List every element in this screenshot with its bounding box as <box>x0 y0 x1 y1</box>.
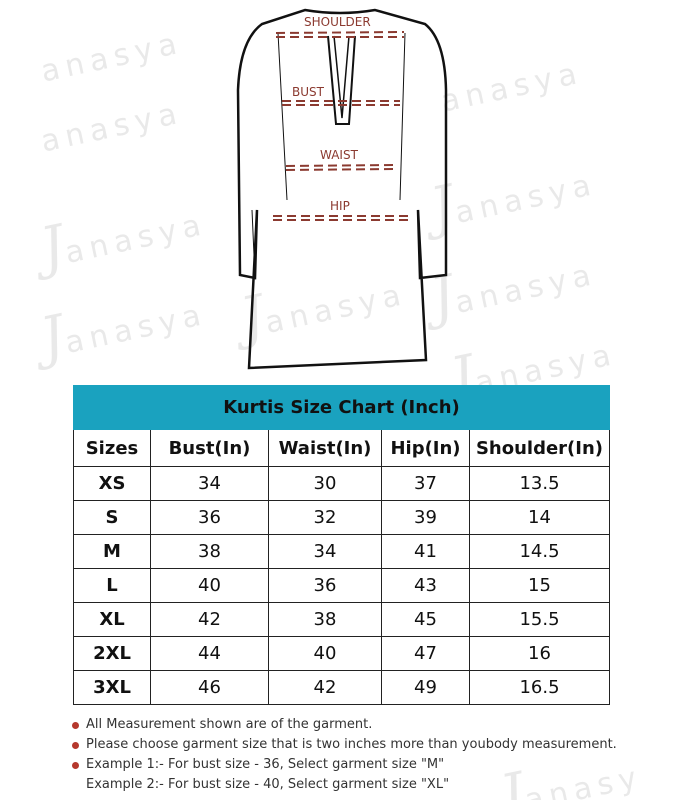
note-item: Please choose garment size that is two i… <box>72 735 617 755</box>
measurement-cell: 36 <box>150 500 269 535</box>
size-cell: M <box>73 534 151 569</box>
notes: All Measurement shown are of the garment… <box>72 715 617 795</box>
measurement-cell: 42 <box>268 670 382 705</box>
note-item: Example 2:- For bust size - 40, Select g… <box>86 777 450 792</box>
table-row: XL 42 38 45 15.5 <box>73 602 610 637</box>
table-row: 3XL 46 42 49 16.5 <box>73 670 610 705</box>
header-hip: Hip(In) <box>381 429 470 467</box>
bullet-icon <box>72 741 79 749</box>
kurta-inner-lines <box>251 32 421 279</box>
bust-label: BUST <box>292 85 325 99</box>
measurement-cell: 34 <box>268 534 382 569</box>
table-title: Kurtis Size Chart (Inch) <box>73 385 610 430</box>
header-waist: Waist(In) <box>268 429 382 467</box>
table-row: L 40 36 43 15 <box>73 568 610 603</box>
kurta-outline <box>236 8 448 370</box>
measurement-cell: 38 <box>268 602 382 637</box>
measurement-cell: 32 <box>268 500 382 535</box>
header-sizes: Sizes <box>73 429 151 467</box>
measurement-cell: 39 <box>381 500 470 535</box>
measurement-cell: 37 <box>381 466 470 501</box>
table-row: M 38 34 41 14.5 <box>73 534 610 569</box>
measurement-cell: 14.5 <box>469 534 610 569</box>
size-cell: L <box>73 568 151 603</box>
measurement-cell: 44 <box>150 636 269 671</box>
table-row: 2XL 44 40 47 16 <box>73 636 610 671</box>
hip-line <box>273 215 410 221</box>
measurement-cell: 45 <box>381 602 470 637</box>
measurement-cell: 14 <box>469 500 610 535</box>
kurta-sketch: SHOULDER BUST WAIST HIP <box>236 8 448 370</box>
hip-label: HIP <box>330 199 350 213</box>
measurement-cell: 16 <box>469 636 610 671</box>
waist-label: WAIST <box>320 148 359 162</box>
bullet-icon <box>72 721 79 729</box>
measurement-cell: 34 <box>150 466 269 501</box>
measurement-cell: 15 <box>469 568 610 603</box>
header-row: Sizes Bust(In) Waist(In) Hip(In) Shoulde… <box>73 429 610 467</box>
measurement-cell: 49 <box>381 670 470 705</box>
table-row: XS 34 30 37 13.5 <box>73 466 610 501</box>
table-row: S 36 32 39 14 <box>73 500 610 535</box>
shoulder-label: SHOULDER <box>304 15 371 29</box>
measurement-cell: 13.5 <box>469 466 610 501</box>
measurement-cell: 42 <box>150 602 269 637</box>
measurement-cell: 40 <box>268 636 382 671</box>
size-cell: 2XL <box>73 636 151 671</box>
measurement-cell: 40 <box>150 568 269 603</box>
measurement-cell: 46 <box>150 670 269 705</box>
measurement-cell: 41 <box>381 534 470 569</box>
measurement-cell: 47 <box>381 636 470 671</box>
header-shoulder: Shoulder(In) <box>469 429 610 467</box>
bust-line <box>282 100 400 106</box>
measurement-cell: 36 <box>268 568 382 603</box>
header-bust: Bust(In) <box>150 429 269 467</box>
measurement-cell: 16.5 <box>469 670 610 705</box>
waist-line <box>285 164 399 171</box>
note-item: All Measurement shown are of the garment… <box>72 715 617 735</box>
size-chart-table: Kurtis Size Chart (Inch) Sizes Bust(In) … <box>73 385 610 705</box>
measurement-cell: 15.5 <box>469 602 610 637</box>
size-cell: XL <box>73 602 151 637</box>
note-item: Example 1:- For bust size - 36, Select g… <box>72 755 617 775</box>
bullet-icon <box>72 761 79 769</box>
size-cell: 3XL <box>73 670 151 705</box>
measure-lines <box>273 31 410 221</box>
measurement-cell: 30 <box>268 466 382 501</box>
measurement-cell: 43 <box>381 568 470 603</box>
shoulder-line <box>275 31 405 38</box>
measurement-cell: 38 <box>150 534 269 569</box>
size-cell: S <box>73 500 151 535</box>
size-cell: XS <box>73 466 151 501</box>
